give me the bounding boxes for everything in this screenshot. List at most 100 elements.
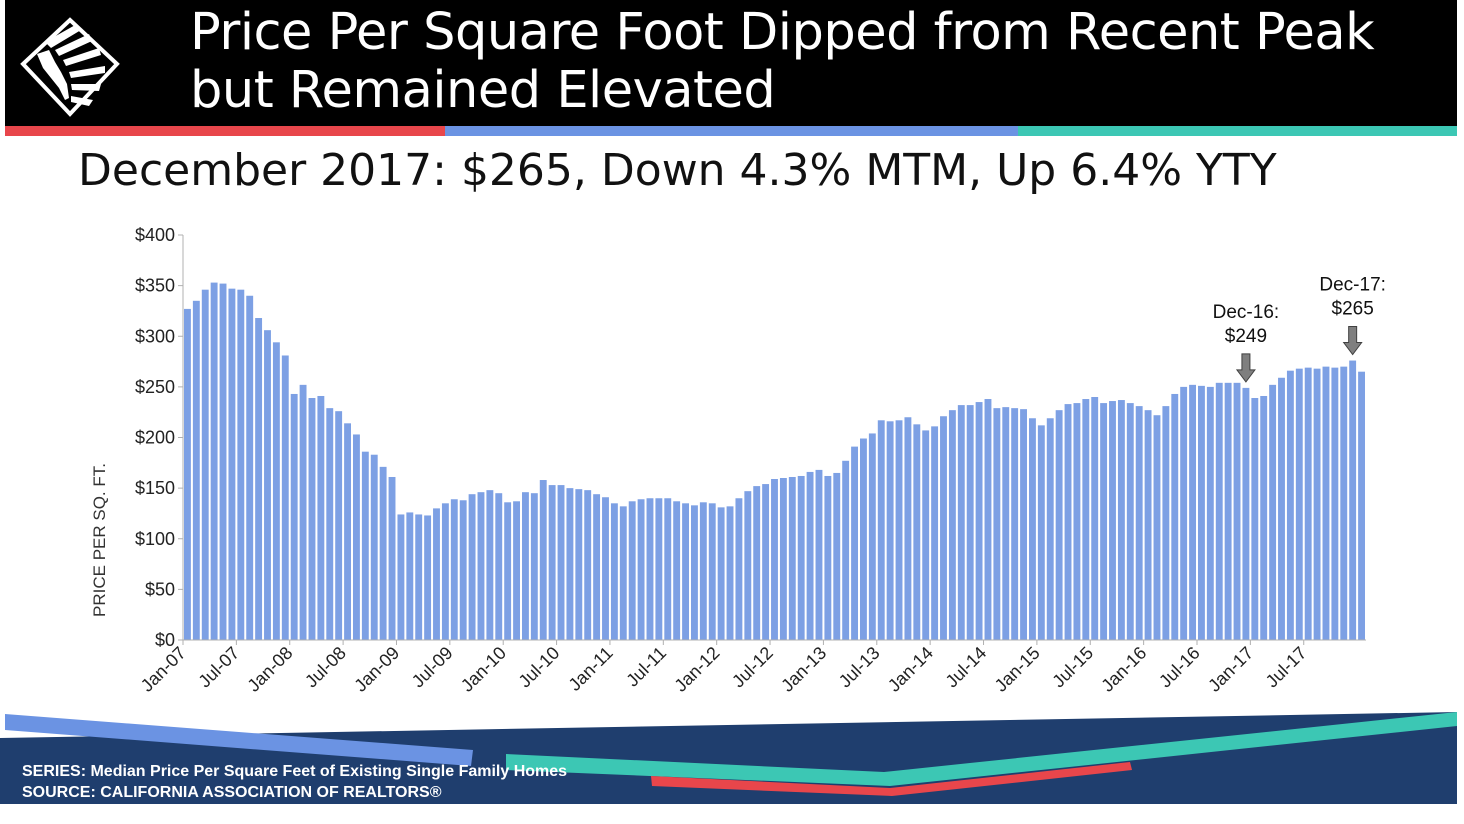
- bar: [602, 497, 609, 640]
- bar: [219, 283, 227, 640]
- bar: [1322, 366, 1330, 641]
- bar: [699, 502, 707, 640]
- x-tick-label: Jan-08: [243, 643, 296, 696]
- bar: [299, 384, 307, 640]
- bar: [877, 420, 885, 640]
- bar: [415, 514, 423, 640]
- bar: [1349, 360, 1357, 640]
- x-tick-label: Jul-10: [515, 643, 564, 692]
- bar: [1180, 386, 1188, 641]
- bar: [628, 501, 636, 640]
- bar: [548, 485, 556, 640]
- bar: [1189, 384, 1196, 640]
- bar: [1046, 418, 1054, 640]
- footer-bottom-bar: [0, 804, 1464, 824]
- bar: [344, 423, 351, 640]
- y-tick-label: $0: [155, 630, 175, 650]
- x-tick-label: Jan-11: [565, 643, 617, 695]
- bar: [993, 408, 1001, 640]
- x-tick-label: Jul-11: [622, 643, 670, 691]
- bar: [1064, 404, 1072, 640]
- bar: [1144, 410, 1152, 640]
- x-tick-label: Jul-09: [408, 643, 457, 692]
- bar: [895, 420, 903, 640]
- bar: [584, 490, 592, 640]
- bar: [1251, 398, 1259, 640]
- bar: [886, 421, 894, 640]
- bar: [762, 484, 770, 640]
- annotation-arrow-icon: [1235, 353, 1256, 383]
- footer-blue-ribbon: [5, 714, 473, 766]
- bar: [424, 515, 432, 640]
- bar: [655, 498, 663, 640]
- bar: [1358, 371, 1365, 640]
- bar: [664, 498, 672, 640]
- bar: [1340, 366, 1348, 641]
- footer-banner: [0, 712, 1464, 824]
- bar: [922, 430, 930, 640]
- bar: [940, 416, 947, 640]
- x-tick-label: Jul-12: [728, 643, 777, 692]
- y-tick-label: $400: [135, 225, 175, 245]
- annotation-value: $265: [1332, 299, 1374, 320]
- price-bar-chart: $0 $50 $100 $150 $200 $250 $300 $350 $400 Jan-07…: [90, 225, 1386, 696]
- bar: [610, 503, 618, 640]
- footer-navy-band: [0, 712, 1457, 804]
- bar: [1260, 395, 1268, 640]
- bar: [210, 282, 218, 640]
- bar: [1295, 368, 1303, 640]
- bar: [326, 408, 334, 640]
- bar: [1055, 410, 1063, 640]
- annotation-label: Dec-16:: [1213, 302, 1280, 323]
- x-tick-label: Jul-13: [835, 643, 884, 692]
- bar-series: [184, 282, 1365, 641]
- header-stripe-blue: [445, 126, 1018, 136]
- bar: [682, 503, 689, 640]
- bar: [1020, 409, 1027, 640]
- bar: [771, 479, 778, 640]
- series-note: SERIES: Median Price Per Square Feet of …: [22, 763, 568, 780]
- header-stripe-teal: [1018, 126, 1457, 136]
- bar: [824, 475, 832, 640]
- bar: [1126, 403, 1134, 640]
- bar: [504, 502, 512, 640]
- bar: [184, 308, 191, 640]
- y-tick-label: $150: [135, 478, 175, 498]
- bar: [1091, 397, 1099, 640]
- y-tick-label: $200: [135, 428, 175, 448]
- x-tick-label: Jan-17: [1204, 643, 1257, 696]
- x-tick-label: Jul-08: [301, 643, 350, 692]
- bar: [948, 410, 956, 640]
- x-tick-label: Jan-07: [137, 643, 190, 696]
- bar: [486, 490, 494, 640]
- bar: [726, 506, 734, 640]
- footer-red-ribbon: [651, 762, 1132, 796]
- bar: [806, 471, 814, 640]
- bar: [1198, 385, 1205, 640]
- chart-subtitle: December 2017: $265, Down 4.3% MTM, Up 6…: [78, 145, 1277, 196]
- bar: [788, 476, 796, 640]
- bar: [281, 355, 289, 640]
- bar: [290, 393, 298, 640]
- bar: [1100, 403, 1108, 640]
- x-axis: Jan-07 Jul-07 Jan-08 Jul-08 Jan-09 Jul-09 Jan-…: [137, 639, 1366, 696]
- header-stripe-red: [5, 126, 445, 136]
- bar: [673, 501, 681, 640]
- y-tick-label: $300: [135, 326, 175, 346]
- bar: [1242, 387, 1250, 640]
- bar: [717, 507, 725, 640]
- bar: [388, 476, 396, 640]
- car-logo-icon: [20, 17, 120, 117]
- x-tick-label: Jul-17: [1262, 643, 1311, 692]
- bar: [842, 460, 850, 640]
- bar: [931, 426, 939, 640]
- bar: [975, 402, 983, 640]
- bar: [913, 424, 921, 640]
- x-tick-label: Jan-13: [777, 643, 830, 696]
- bar: [966, 405, 974, 640]
- bar: [1313, 368, 1321, 640]
- x-tick-label: Jan-16: [1097, 643, 1150, 696]
- bar: [370, 454, 378, 640]
- bar: [833, 472, 841, 640]
- bar: [468, 494, 476, 640]
